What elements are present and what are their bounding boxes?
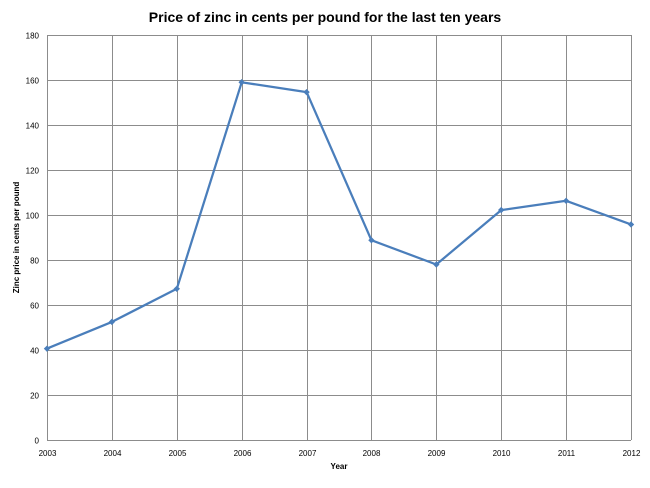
x-tick-label: 2005	[169, 449, 187, 458]
y-tick-label: 60	[30, 302, 39, 311]
x-tick-label: 2009	[428, 449, 446, 458]
x-tick-label: 2011	[558, 449, 576, 458]
y-axis-ticks: 0 20 40 60 80 100 120 140 160 180	[26, 32, 40, 446]
x-tick-label: 2003	[39, 449, 57, 458]
y-tick-label: 0	[35, 437, 40, 446]
y-tick-label: 20	[30, 392, 39, 401]
y-tick-label: 80	[30, 257, 39, 266]
y-tick-label: 160	[26, 77, 40, 86]
series-line-group	[43, 79, 635, 352]
chart-title: Price of zinc in cents per pound for the…	[148, 9, 502, 25]
data-point	[108, 318, 116, 326]
data-point	[562, 197, 570, 205]
x-tick-label: 2004	[104, 449, 122, 458]
y-tick-label: 180	[26, 32, 40, 41]
data-point	[43, 345, 51, 352]
y-tick-label: 100	[26, 212, 40, 221]
x-tick-label: 2007	[299, 449, 317, 458]
data-point	[433, 261, 440, 268]
data-point	[173, 285, 180, 292]
data-point	[368, 237, 375, 244]
x-tick-label: 2010	[493, 449, 511, 458]
y-tick-label: 140	[26, 122, 40, 131]
y-tick-label: 40	[30, 347, 39, 356]
y-axis-title: Zinc price in cents per pound	[12, 182, 21, 294]
y-tick-label: 120	[26, 167, 40, 176]
x-tick-label: 2012	[623, 449, 641, 458]
x-axis-ticks: 2003 2004 2005 2006 2007 2008 2009 2010 2011 2012	[39, 449, 641, 458]
x-tick-label: 2008	[363, 449, 381, 458]
x-axis-title: Year	[331, 462, 348, 471]
data-point	[627, 221, 635, 228]
series-line	[46, 81, 632, 350]
data-point	[303, 88, 310, 96]
data-point	[238, 79, 245, 86]
x-tick-label: 2006	[234, 449, 252, 458]
data-point	[498, 206, 505, 214]
gridlines	[47, 35, 632, 441]
